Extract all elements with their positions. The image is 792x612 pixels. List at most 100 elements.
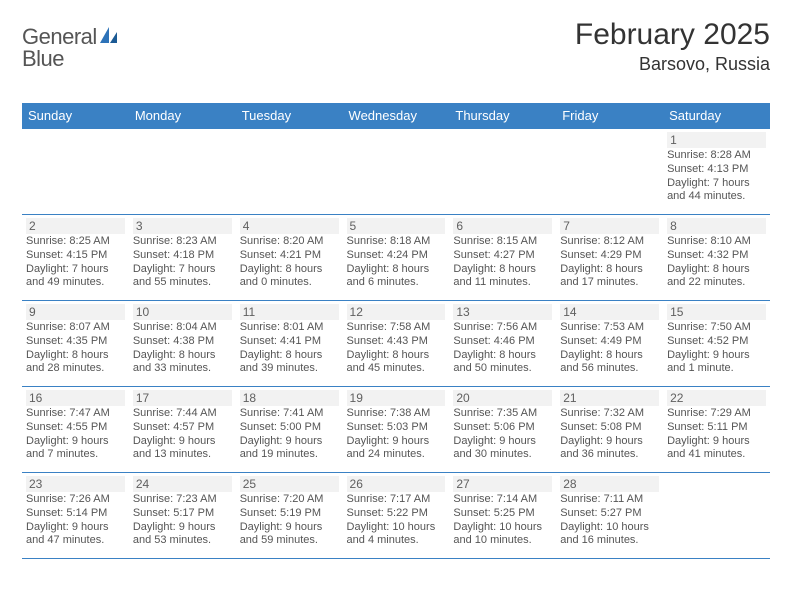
sunrise-text: Sunrise: 7:20 AM <box>240 493 339 507</box>
calendar-cell: 11Sunrise: 8:01 AMSunset: 4:41 PMDayligh… <box>236 301 343 387</box>
calendar-cell: 22Sunrise: 7:29 AMSunset: 5:11 PMDayligh… <box>663 387 770 473</box>
sunset-text: Sunset: 4:52 PM <box>667 335 766 349</box>
daylight-text: Daylight: 8 hours and 6 minutes. <box>347 263 446 291</box>
calendar-cell: 21Sunrise: 7:32 AMSunset: 5:08 PMDayligh… <box>556 387 663 473</box>
daylight-text: Daylight: 9 hours and 13 minutes. <box>133 435 232 463</box>
sunrise-text: Sunrise: 7:56 AM <box>453 321 552 335</box>
daylight-text: Daylight: 9 hours and 30 minutes. <box>453 435 552 463</box>
calendar-cell: 26Sunrise: 7:17 AMSunset: 5:22 PMDayligh… <box>343 473 450 559</box>
calendar-row: 23Sunrise: 7:26 AMSunset: 5:14 PMDayligh… <box>22 473 770 559</box>
day-details: Sunrise: 7:14 AMSunset: 5:25 PMDaylight:… <box>453 493 552 548</box>
sunrise-text: Sunrise: 7:44 AM <box>133 407 232 421</box>
day-details: Sunrise: 7:17 AMSunset: 5:22 PMDaylight:… <box>347 493 446 548</box>
calendar-cell: 1Sunrise: 8:28 AMSunset: 4:13 PMDaylight… <box>663 129 770 215</box>
day-number: 22 <box>667 390 766 406</box>
sunrise-text: Sunrise: 7:17 AM <box>347 493 446 507</box>
sunrise-text: Sunrise: 8:10 AM <box>667 235 766 249</box>
calendar-cell: 10Sunrise: 8:04 AMSunset: 4:38 PMDayligh… <box>129 301 236 387</box>
daylight-text: Daylight: 8 hours and 56 minutes. <box>560 349 659 377</box>
sunset-text: Sunset: 4:13 PM <box>667 163 766 177</box>
sunrise-text: Sunrise: 7:38 AM <box>347 407 446 421</box>
sunset-text: Sunset: 4:21 PM <box>240 249 339 263</box>
sunrise-text: Sunrise: 8:15 AM <box>453 235 552 249</box>
day-number: 24 <box>133 476 232 492</box>
daylight-text: Daylight: 8 hours and 22 minutes. <box>667 263 766 291</box>
calendar-cell <box>22 129 129 215</box>
day-number: 14 <box>560 304 659 320</box>
calendar-row: 2Sunrise: 8:25 AMSunset: 4:15 PMDaylight… <box>22 215 770 301</box>
daylight-text: Daylight: 10 hours and 10 minutes. <box>453 521 552 549</box>
day-number: 20 <box>453 390 552 406</box>
calendar-cell: 20Sunrise: 7:35 AMSunset: 5:06 PMDayligh… <box>449 387 556 473</box>
day-number: 27 <box>453 476 552 492</box>
day-number: 4 <box>240 218 339 234</box>
sunrise-text: Sunrise: 8:07 AM <box>26 321 125 335</box>
sunrise-text: Sunrise: 8:25 AM <box>26 235 125 249</box>
sunrise-text: Sunrise: 7:11 AM <box>560 493 659 507</box>
daylight-text: Daylight: 8 hours and 28 minutes. <box>26 349 125 377</box>
weekday-header: Monday <box>129 103 236 129</box>
day-number: 6 <box>453 218 552 234</box>
calendar-row: 16Sunrise: 7:47 AMSunset: 4:55 PMDayligh… <box>22 387 770 473</box>
day-details: Sunrise: 8:23 AMSunset: 4:18 PMDaylight:… <box>133 235 232 290</box>
sunrise-text: Sunrise: 8:12 AM <box>560 235 659 249</box>
calendar-header-row: SundayMondayTuesdayWednesdayThursdayFrid… <box>22 103 770 129</box>
day-details: Sunrise: 7:35 AMSunset: 5:06 PMDaylight:… <box>453 407 552 462</box>
calendar-cell: 25Sunrise: 7:20 AMSunset: 5:19 PMDayligh… <box>236 473 343 559</box>
calendar-cell: 24Sunrise: 7:23 AMSunset: 5:17 PMDayligh… <box>129 473 236 559</box>
calendar-cell: 13Sunrise: 7:56 AMSunset: 4:46 PMDayligh… <box>449 301 556 387</box>
day-details: Sunrise: 7:41 AMSunset: 5:00 PMDaylight:… <box>240 407 339 462</box>
sunset-text: Sunset: 4:15 PM <box>26 249 125 263</box>
sunrise-text: Sunrise: 7:35 AM <box>453 407 552 421</box>
day-details: Sunrise: 8:25 AMSunset: 4:15 PMDaylight:… <box>26 235 125 290</box>
day-details: Sunrise: 8:20 AMSunset: 4:21 PMDaylight:… <box>240 235 339 290</box>
location-label: Barsovo, Russia <box>575 54 770 75</box>
daylight-text: Daylight: 8 hours and 39 minutes. <box>240 349 339 377</box>
sunset-text: Sunset: 4:41 PM <box>240 335 339 349</box>
sunrise-text: Sunrise: 7:29 AM <box>667 407 766 421</box>
sunset-text: Sunset: 4:35 PM <box>26 335 125 349</box>
sunset-text: Sunset: 5:08 PM <box>560 421 659 435</box>
calendar-cell: 15Sunrise: 7:50 AMSunset: 4:52 PMDayligh… <box>663 301 770 387</box>
daylight-text: Daylight: 9 hours and 59 minutes. <box>240 521 339 549</box>
day-number: 17 <box>133 390 232 406</box>
sunset-text: Sunset: 4:29 PM <box>560 249 659 263</box>
daylight-text: Daylight: 7 hours and 55 minutes. <box>133 263 232 291</box>
day-details: Sunrise: 7:56 AMSunset: 4:46 PMDaylight:… <box>453 321 552 376</box>
sunrise-text: Sunrise: 8:28 AM <box>667 149 766 163</box>
daylight-text: Daylight: 10 hours and 4 minutes. <box>347 521 446 549</box>
daylight-text: Daylight: 8 hours and 0 minutes. <box>240 263 339 291</box>
day-details: Sunrise: 7:26 AMSunset: 5:14 PMDaylight:… <box>26 493 125 548</box>
day-number: 21 <box>560 390 659 406</box>
day-number: 3 <box>133 218 232 234</box>
day-details: Sunrise: 7:11 AMSunset: 5:27 PMDaylight:… <box>560 493 659 548</box>
sunset-text: Sunset: 5:22 PM <box>347 507 446 521</box>
title-block: February 2025 Barsovo, Russia <box>575 18 770 75</box>
day-details: Sunrise: 8:04 AMSunset: 4:38 PMDaylight:… <box>133 321 232 376</box>
calendar-cell <box>556 129 663 215</box>
sunset-text: Sunset: 4:43 PM <box>347 335 446 349</box>
calendar-cell: 2Sunrise: 8:25 AMSunset: 4:15 PMDaylight… <box>22 215 129 301</box>
weekday-header: Wednesday <box>343 103 450 129</box>
day-details: Sunrise: 7:29 AMSunset: 5:11 PMDaylight:… <box>667 407 766 462</box>
day-details: Sunrise: 8:01 AMSunset: 4:41 PMDaylight:… <box>240 321 339 376</box>
daylight-text: Daylight: 9 hours and 41 minutes. <box>667 435 766 463</box>
calendar-cell <box>663 473 770 559</box>
sunset-text: Sunset: 5:19 PM <box>240 507 339 521</box>
day-number: 15 <box>667 304 766 320</box>
calendar-cell: 16Sunrise: 7:47 AMSunset: 4:55 PMDayligh… <box>22 387 129 473</box>
sunset-text: Sunset: 4:46 PM <box>453 335 552 349</box>
day-number: 28 <box>560 476 659 492</box>
sunset-text: Sunset: 5:00 PM <box>240 421 339 435</box>
day-number: 10 <box>133 304 232 320</box>
sunset-text: Sunset: 5:14 PM <box>26 507 125 521</box>
day-number: 7 <box>560 218 659 234</box>
daylight-text: Daylight: 8 hours and 17 minutes. <box>560 263 659 291</box>
calendar-page: General February 2025 Barsovo, Russia Bl… <box>0 0 792 577</box>
calendar-cell: 12Sunrise: 7:58 AMSunset: 4:43 PMDayligh… <box>343 301 450 387</box>
sunset-text: Sunset: 4:55 PM <box>26 421 125 435</box>
day-number: 9 <box>26 304 125 320</box>
day-details: Sunrise: 7:47 AMSunset: 4:55 PMDaylight:… <box>26 407 125 462</box>
day-number: 19 <box>347 390 446 406</box>
day-number: 13 <box>453 304 552 320</box>
